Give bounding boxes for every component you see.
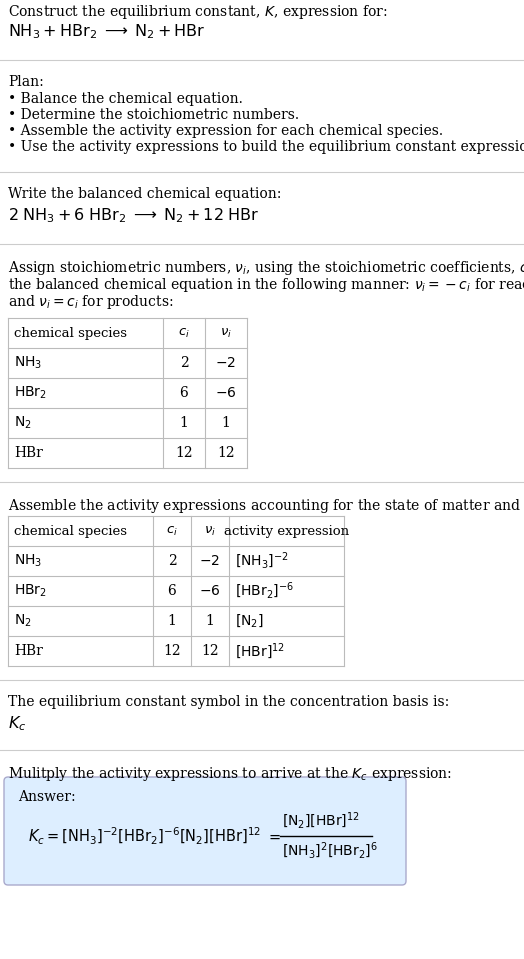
Text: Construct the equilibrium constant, $K$, expression for:: Construct the equilibrium constant, $K$,…: [8, 3, 388, 21]
Text: $\mathrm{NH_3 + HBr_2}$$\;\longrightarrow\;$$\mathrm{N_2 + HBr}$: $\mathrm{NH_3 + HBr_2}$$\;\longrightarro…: [8, 22, 205, 40]
Text: Assemble the activity expressions accounting for the state of matter and $\nu_i$: Assemble the activity expressions accoun…: [8, 497, 524, 515]
Text: The equilibrium constant symbol in the concentration basis is:: The equilibrium constant symbol in the c…: [8, 695, 449, 709]
Text: $\mathrm{NH_3}$: $\mathrm{NH_3}$: [14, 355, 42, 371]
Text: 12: 12: [175, 446, 193, 460]
Text: 1: 1: [222, 416, 231, 430]
Text: chemical species: chemical species: [14, 326, 127, 339]
Text: $[\mathrm{HBr_2}]^{-6}$: $[\mathrm{HBr_2}]^{-6}$: [235, 581, 294, 601]
Text: Plan:: Plan:: [8, 75, 43, 89]
Text: $\nu_i$: $\nu_i$: [220, 326, 232, 339]
Text: 1: 1: [180, 416, 189, 430]
Text: 1: 1: [205, 614, 214, 628]
Text: $\mathrm{2\;NH_3 + 6\;HBr_2}$$\;\longrightarrow\;$$\mathrm{N_2 + 12\;HBr}$: $\mathrm{2\;NH_3 + 6\;HBr_2}$$\;\longrig…: [8, 206, 259, 224]
Text: chemical species: chemical species: [14, 525, 127, 537]
Text: Assign stoichiometric numbers, $\nu_i$, using the stoichiometric coefficients, $: Assign stoichiometric numbers, $\nu_i$, …: [8, 259, 524, 277]
Text: $=$: $=$: [266, 829, 281, 844]
Text: $-2$: $-2$: [215, 356, 236, 370]
Text: 12: 12: [201, 644, 219, 658]
Text: $c_i$: $c_i$: [166, 525, 178, 538]
Text: HBr: HBr: [14, 446, 43, 460]
FancyBboxPatch shape: [4, 777, 406, 885]
Text: 2: 2: [180, 356, 188, 370]
Text: $[\mathrm{N_2}][\mathrm{HBr}]^{12}$: $[\mathrm{N_2}][\mathrm{HBr}]^{12}$: [282, 810, 360, 831]
Text: $K_c = [\mathrm{NH_3}]^{-2}[\mathrm{HBr_2}]^{-6}[\mathrm{N_2}][\mathrm{HBr}]^{12: $K_c = [\mathrm{NH_3}]^{-2}[\mathrm{HBr_…: [28, 826, 261, 847]
Text: • Determine the stoichiometric numbers.: • Determine the stoichiometric numbers.: [8, 108, 299, 122]
Text: $-6$: $-6$: [215, 386, 237, 400]
Text: Mulitply the activity expressions to arrive at the $K_c$ expression:: Mulitply the activity expressions to arr…: [8, 765, 452, 783]
Text: $-2$: $-2$: [200, 554, 221, 568]
Text: and $\nu_i = c_i$ for products:: and $\nu_i = c_i$ for products:: [8, 293, 173, 311]
Text: $\mathrm{HBr_2}$: $\mathrm{HBr_2}$: [14, 583, 47, 599]
Text: • Assemble the activity expression for each chemical species.: • Assemble the activity expression for e…: [8, 124, 443, 138]
Text: Answer:: Answer:: [18, 790, 75, 804]
Text: • Balance the chemical equation.: • Balance the chemical equation.: [8, 92, 243, 106]
Text: 6: 6: [168, 584, 177, 598]
Text: $\mathrm{N_2}$: $\mathrm{N_2}$: [14, 613, 32, 629]
Text: $\mathrm{N_2}$: $\mathrm{N_2}$: [14, 415, 32, 432]
Text: $[\mathrm{NH_3}]^{2}[\mathrm{HBr_2}]^{6}$: $[\mathrm{NH_3}]^{2}[\mathrm{HBr_2}]^{6}…: [282, 841, 378, 861]
Text: $\mathrm{NH_3}$: $\mathrm{NH_3}$: [14, 552, 42, 570]
Text: $\mathrm{HBr_2}$: $\mathrm{HBr_2}$: [14, 385, 47, 401]
Text: $[\mathrm{NH_3}]^{-2}$: $[\mathrm{NH_3}]^{-2}$: [235, 550, 289, 572]
Text: $[\mathrm{HBr}]^{12}$: $[\mathrm{HBr}]^{12}$: [235, 641, 285, 661]
Text: • Use the activity expressions to build the equilibrium constant expression.: • Use the activity expressions to build …: [8, 140, 524, 154]
Text: 1: 1: [168, 614, 177, 628]
Text: HBr: HBr: [14, 644, 43, 658]
Text: the balanced chemical equation in the following manner: $\nu_i = -c_i$ for react: the balanced chemical equation in the fo…: [8, 276, 524, 294]
Text: 12: 12: [217, 446, 235, 460]
Text: 2: 2: [168, 554, 177, 568]
Text: activity expression: activity expression: [224, 525, 349, 537]
Text: 12: 12: [163, 644, 181, 658]
Text: Write the balanced chemical equation:: Write the balanced chemical equation:: [8, 187, 281, 201]
Text: $K_c$: $K_c$: [8, 714, 26, 733]
Text: $\nu_i$: $\nu_i$: [204, 525, 216, 538]
Text: $c_i$: $c_i$: [178, 326, 190, 339]
Text: $[\mathrm{N_2}]$: $[\mathrm{N_2}]$: [235, 613, 264, 629]
Text: 6: 6: [180, 386, 188, 400]
Text: $-6$: $-6$: [199, 584, 221, 598]
